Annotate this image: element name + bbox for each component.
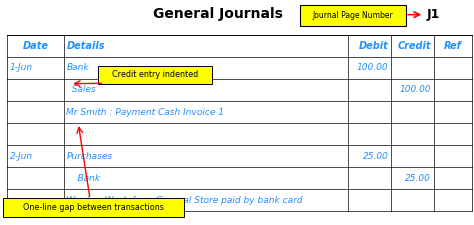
Text: Mr Smith : Payment Cash Invoice 1: Mr Smith : Payment Cash Invoice 1 bbox=[66, 108, 224, 117]
Text: 25.00: 25.00 bbox=[363, 152, 389, 161]
Text: Bank: Bank bbox=[66, 63, 89, 72]
Text: Purchases: Purchases bbox=[66, 152, 112, 161]
Text: J1: J1 bbox=[427, 8, 440, 21]
Text: Credit entry indented: Credit entry indented bbox=[112, 70, 198, 79]
Text: General Journals: General Journals bbox=[153, 7, 283, 21]
Text: Details: Details bbox=[66, 41, 105, 51]
FancyBboxPatch shape bbox=[300, 5, 406, 26]
Text: Sales: Sales bbox=[66, 86, 96, 94]
Text: Debit: Debit bbox=[359, 41, 389, 51]
Text: Date: Date bbox=[23, 41, 48, 51]
Text: 25.00: 25.00 bbox=[405, 174, 431, 183]
Text: Credit: Credit bbox=[398, 41, 431, 51]
Text: 2-Jun: 2-Jun bbox=[9, 152, 33, 161]
Text: 100.00: 100.00 bbox=[400, 86, 431, 94]
Text: Bank: Bank bbox=[66, 174, 100, 183]
Text: One-line gap between transactions: One-line gap between transactions bbox=[23, 203, 164, 212]
Text: Ref: Ref bbox=[444, 41, 462, 51]
Text: Window Wash from General Store paid by bank card: Window Wash from General Store paid by b… bbox=[66, 196, 303, 205]
FancyBboxPatch shape bbox=[3, 198, 184, 217]
Text: 1-Jun: 1-Jun bbox=[9, 63, 33, 72]
FancyBboxPatch shape bbox=[98, 66, 212, 84]
Text: 100.00: 100.00 bbox=[357, 63, 389, 72]
Text: Journal Page Number: Journal Page Number bbox=[313, 11, 393, 20]
